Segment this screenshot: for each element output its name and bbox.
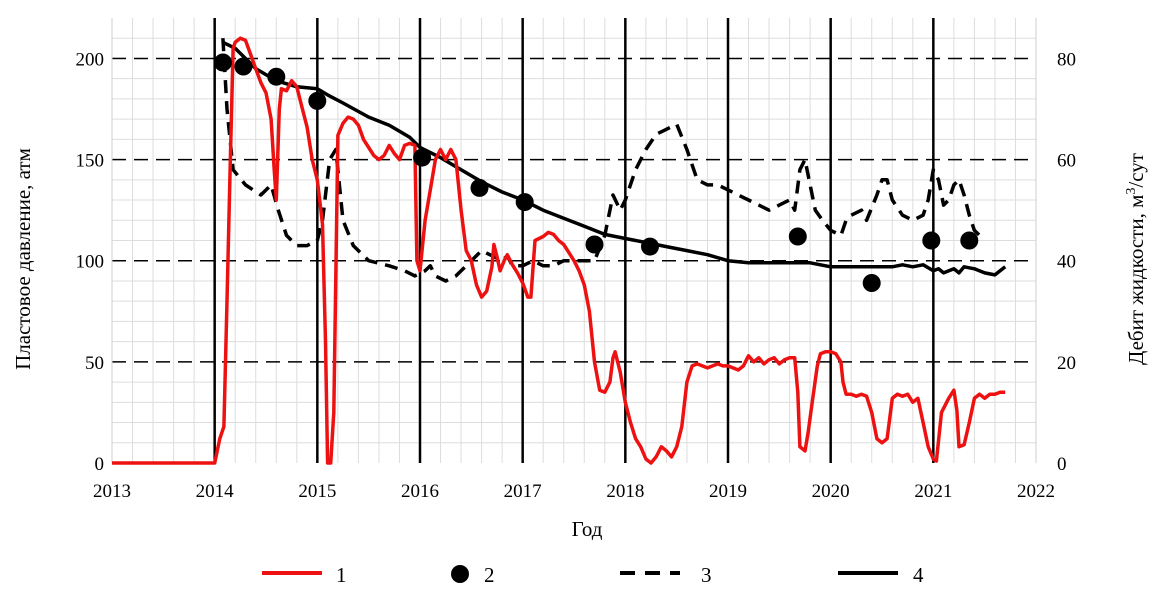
legend-label-3: 3 (701, 563, 712, 587)
y-right-tick-label: 0 (1057, 454, 1067, 475)
x-axis-label: Год (572, 517, 603, 541)
series-2-point (515, 193, 534, 212)
x-tick-label: 2016 (401, 481, 439, 502)
x-tick-label: 2020 (812, 481, 850, 502)
y-left-tick-label: 100 (76, 252, 105, 273)
series-2-point (585, 235, 604, 254)
y-left-tick-label: 0 (95, 454, 105, 475)
x-tick-label: 2019 (709, 481, 747, 502)
y-left-tick-label: 200 (76, 49, 105, 70)
x-tick-label: 2021 (914, 481, 952, 502)
y-axis-left-label: Пластовое давление, атм (11, 148, 35, 370)
series-2-point (960, 231, 979, 250)
x-tick-label: 2015 (298, 481, 336, 502)
x-tick-label: 2022 (1017, 481, 1055, 502)
legend-label-4: 4 (913, 563, 924, 587)
y-axis-right-label: Дебит жидкости, м3/сут (1124, 153, 1148, 365)
series-2-point (267, 67, 286, 86)
series-2-point (922, 231, 941, 250)
y-axis-right-label-sup: 3 (1124, 188, 1139, 195)
y-right-tick-label: 80 (1057, 49, 1076, 70)
series-4-line (222, 40, 1007, 277)
y-left-tick-label: 150 (76, 151, 105, 172)
series-layer (112, 36, 1007, 465)
series-2-point (308, 91, 327, 110)
x-tick-label: 2013 (93, 481, 131, 502)
series-2-point (788, 227, 807, 246)
y-axis-right-label-main: Дебит жидкости, м (1124, 195, 1148, 365)
series-2-point (641, 237, 659, 256)
y-axis-right-label-tail: /сут (1124, 153, 1148, 188)
legend-label-2: 2 (484, 563, 495, 587)
y-right-tick-label: 60 (1057, 151, 1076, 172)
y-right-tick-label: 20 (1057, 353, 1076, 374)
y-right-tick-label: 40 (1057, 252, 1076, 273)
x-tick-label: 2017 (504, 481, 542, 502)
series-2-point (213, 53, 232, 72)
x-tick-label: 2014 (196, 481, 235, 502)
series-2-point (234, 57, 253, 76)
y-left-tick-label: 50 (85, 353, 104, 374)
series-2-point (862, 274, 881, 292)
legend-marker-2 (451, 565, 469, 583)
series-1-line (112, 36, 1006, 465)
tick-labels: 2013 2014 2015 2016 2017 2018 2019 2020 2021 2022… (76, 49, 1077, 502)
legend-label-1: 1 (336, 563, 347, 587)
x-tick-label: 2018 (606, 481, 644, 502)
series-3-line (221, 38, 986, 283)
legend: 1 2 3 4 (262, 563, 924, 587)
series-2-point (470, 178, 489, 197)
series-2-point (413, 148, 432, 167)
